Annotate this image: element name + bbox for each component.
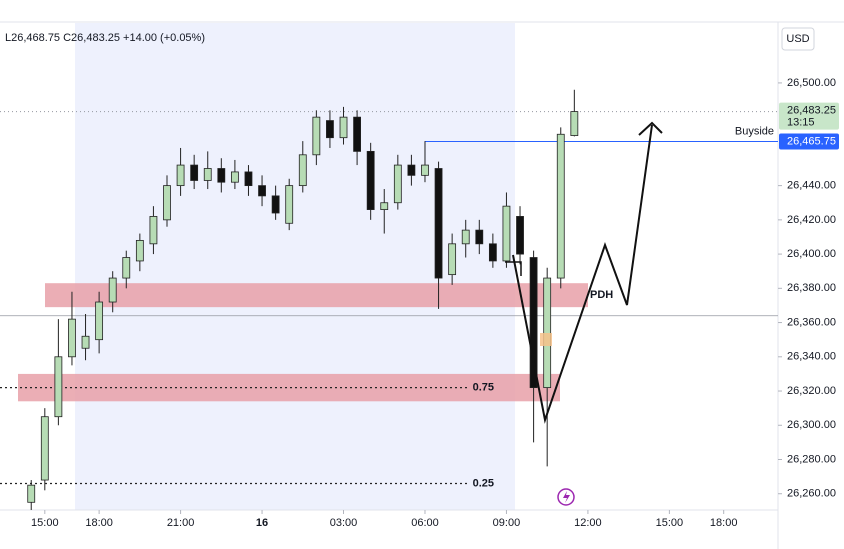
lines [0,111,778,485]
zones [18,283,588,402]
candles [27,89,579,510]
candle-body [203,168,212,181]
event-icon[interactable] [557,488,575,506]
candle-body [149,216,158,245]
zone-label: PDH [590,289,613,301]
candle-body [407,164,416,176]
candle-body [271,195,280,214]
candle-body [488,243,497,262]
candle-body [40,416,49,481]
y-tick-label: 26,420.00 [787,214,836,226]
y-tick-label: 26,340.00 [787,351,836,363]
x-tick-label: 18:00 [710,517,738,529]
lightning [563,491,570,503]
candle-body [475,229,484,245]
candle-body [108,277,117,303]
x-tick-label: 03:00 [330,517,358,529]
candle-body [244,171,253,187]
y-tick-label: 26,500.00 [787,77,836,89]
candle-body [163,185,171,221]
candle-body [556,133,565,279]
y-tick-label: 26,300.00 [787,419,836,431]
zone [18,373,560,402]
candle-body [570,111,579,136]
candle-body [135,239,144,262]
candle-body [353,116,361,152]
candle-body [81,335,90,349]
y-tick-label: 26,280.00 [787,453,836,465]
candle-body [298,154,307,187]
candle-body [312,116,321,156]
countdown-label: 13:15 [787,116,815,128]
zone [45,283,588,308]
highlight-box [540,333,552,346]
candle-body [326,120,334,139]
candle-body [366,150,375,210]
x-tick-label: 09:00 [493,517,521,529]
candle-body [190,164,199,181]
candle-body [54,356,63,418]
last-price-label: 26,483.25 [787,104,836,116]
candle-body [176,164,185,187]
y-tick-label: 26,440.00 [787,180,836,192]
candle-body [502,205,511,262]
candle-body [217,168,226,183]
candle-body [122,257,131,279]
candle-body [285,185,294,224]
candle-body [448,243,457,276]
level-label: 0.25 [473,477,494,489]
price-marker-label: 26,465.75 [787,135,836,147]
x-tick-label: 15:00 [656,517,684,529]
candle-body [95,301,104,341]
candle-body [230,171,239,183]
candle-body [339,116,348,139]
candle-body [461,229,470,245]
last-price-marker [779,102,839,130]
candle-body [516,216,524,255]
ohlc-header: L26,468.75 C26,483.25 +14.00 (+0.05%) [5,32,205,44]
y-tick-label: 26,260.00 [787,488,836,500]
currency-button[interactable] [781,27,815,51]
candle-body [68,318,76,358]
arrow-head [638,121,663,136]
drawing [505,261,522,276]
labels: 26,260.00 26,280.00 26,300.00 26,320.00 26,3… [31,77,839,529]
y-tick-label: 26,400.00 [787,248,836,260]
candle-body [529,257,538,389]
candle-body [27,484,36,503]
candle-body [543,277,552,389]
level-label: 0.75 [473,382,494,394]
x-tick-label: 15:00 [31,517,59,529]
candle-body [434,168,443,279]
level-label: Buyside [735,125,774,137]
x-tick-label: 06:00 [411,517,439,529]
currency: USD [786,33,809,45]
candle-body [380,202,389,210]
projection-arrow [512,124,653,424]
candle-body [258,185,266,197]
y-tick-label: 26,360.00 [787,316,836,328]
x-tick-label: 18:00 [85,517,113,529]
x-tick-label: 12:00 [574,517,602,529]
y-tick-label: 26,380.00 [787,282,836,294]
x-tick-label: 21:00 [167,517,195,529]
candle-body [421,164,429,176]
y-tick-label: 26,320.00 [787,385,836,397]
x-tick-label: 16 [256,517,268,529]
price-marker [779,133,839,150]
candle-body [393,164,402,204]
